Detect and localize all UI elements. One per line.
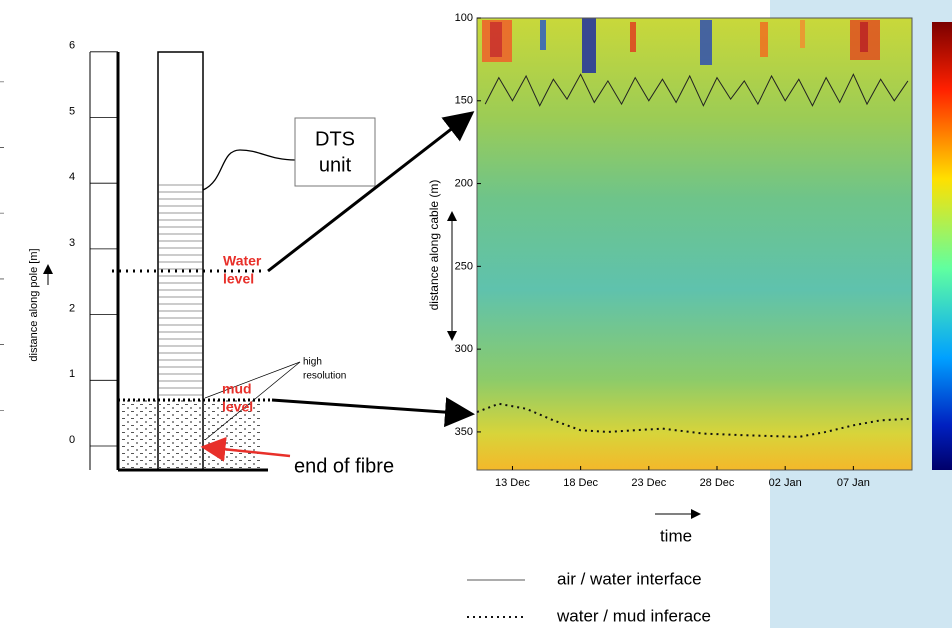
pole-label: distance along pole [m]: [28, 248, 40, 361]
water-label: Water: [223, 253, 262, 269]
y-tick-label: 300: [455, 343, 473, 355]
fibre-label: end of fibre: [294, 455, 394, 477]
resolution-label: high: [303, 357, 322, 368]
mud-label: mud: [222, 381, 252, 397]
resolution-label: resolution: [303, 371, 346, 382]
series-line: [476, 402, 913, 438]
x-tick-label: 02 Jan: [769, 477, 802, 489]
x-axis-label: time: [660, 526, 692, 545]
pole-tick-label: 6: [69, 40, 75, 52]
pole-tick-label: 0: [69, 434, 75, 446]
pole-diagram: [43, 51, 475, 472]
x-tick-label: 18 Dec: [563, 477, 598, 489]
colorbar: [932, 22, 952, 470]
y-tick-label: 150: [455, 95, 473, 107]
pole-tick-label: 1: [69, 368, 75, 380]
heatmap: [477, 18, 912, 470]
x-tick-label: 13 Dec: [495, 477, 530, 489]
series-line: [484, 73, 909, 107]
pole-tick-label: 4: [69, 171, 75, 183]
legend-label: air / water interface: [557, 569, 702, 588]
pole-tick-label: 5: [69, 105, 75, 117]
y-tick-label: 100: [455, 12, 473, 24]
x-tick-label: 23 Dec: [631, 477, 666, 489]
legend-label: water / mud inferace: [556, 606, 711, 625]
y-tick-label: 350: [455, 426, 473, 438]
y-tick-label: 250: [455, 260, 473, 272]
plot-frame: [476, 17, 913, 471]
dts-label: unit: [319, 154, 352, 176]
x-tick-label: 07 Jan: [837, 477, 870, 489]
water-label: level: [223, 271, 254, 287]
x-tick-label: 28 Dec: [700, 477, 735, 489]
y-axis-label: distance along cable (m): [427, 180, 441, 311]
y-tick-label: 200: [455, 177, 473, 189]
pole-tick-label: 3: [69, 237, 75, 249]
pole-tick-label: 2: [69, 303, 75, 315]
mud-label: level: [222, 399, 253, 415]
dts-label: DTS: [315, 128, 355, 150]
heatmap-streaks: [482, 18, 880, 73]
